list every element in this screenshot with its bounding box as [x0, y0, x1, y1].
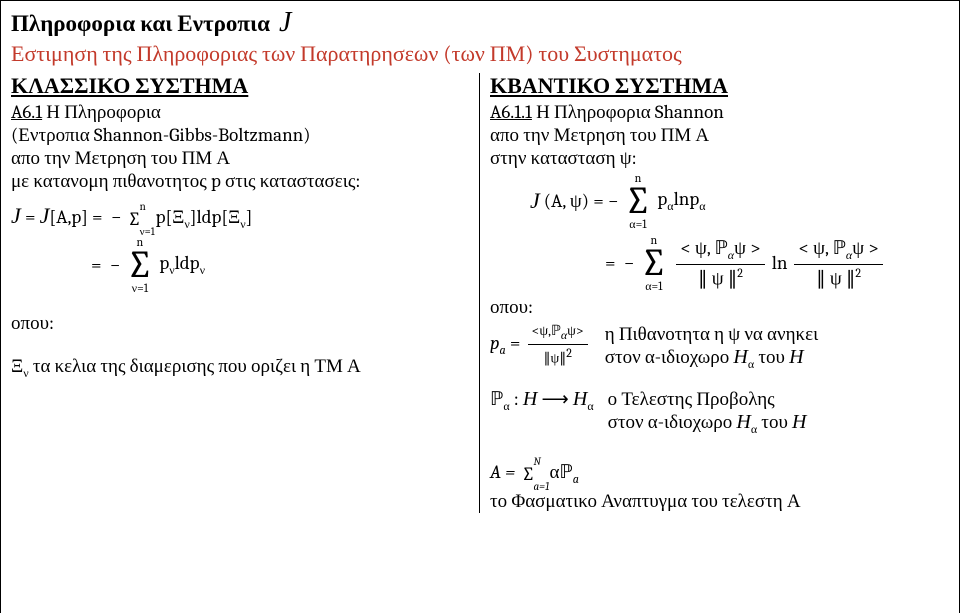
page-subtitle: Εστιμηση της Πληροφοριας των Παρατηρησεω…: [11, 41, 949, 67]
pln: pαlnpα: [657, 188, 705, 214]
right-opou: οπου:: [490, 296, 941, 319]
termA-3: ]: [246, 206, 253, 228]
right-line-b: στην κατασταση ψ:: [490, 147, 941, 170]
pa-def: pa = <ψ,ℙαψ> ∥ψ∥2: [490, 323, 591, 372]
columns: ΚΛΑΣΣΙΚΟ ΣΥΣΤΗΜΑ A6.1 Η Πληροφορια (Εντρ…: [11, 73, 949, 513]
big-sum-r1: n ∑ α=1: [624, 172, 651, 230]
equals-minus-r: = −: [605, 252, 634, 274]
left-line-a: (Εντροπια Shannon-Gibbs-Boltzmann): [11, 124, 471, 147]
left-lead-num: A6.1: [11, 101, 42, 123]
title-main: Πληροφορια και Εντροπια: [11, 10, 270, 37]
right-column: ΚΒΑΝΤΙΚΟ ΣΥΣΤΗΜΑ A6.1.1 Η Πληροφορια Sha…: [480, 73, 949, 513]
left-column: ΚΛΑΣΣΙΚΟ ΣΥΣΤΗΜΑ A6.1 Η Πληροφορια (Εντρ…: [11, 73, 480, 513]
right-eq-2: = − n ∑ α=1 < ψ, ℙαψ > ∥ ψ ∥2 ln < ψ, ℙα…: [605, 234, 941, 292]
jlabel: (A, ψ) = −: [544, 190, 619, 213]
inline-sum-A: ∑ N a=1: [521, 463, 534, 485]
pa-desc-2: στον α-ιδιοχωρο Hα του H: [605, 346, 819, 372]
j-symbol-2: J: [40, 203, 50, 228]
frac-1: < ψ, ℙαψ > ∥ ψ ∥2: [676, 238, 764, 289]
frac-2: < ψ, ℙαψ > ∥ ψ ∥2: [794, 238, 882, 289]
proj-def: ℙα : H ⟶ Hα: [490, 388, 594, 437]
left-xi-line: Ξν τα κελια της διαμερισης που οριζει η …: [11, 355, 471, 381]
right-heading: ΚΒΑΝΤΙΚΟ ΣΥΣΤΗΜΑ: [490, 73, 941, 99]
big-sum-left: n ∑ ν=1: [126, 236, 153, 294]
right-lead-text: Η Πληροφορια Shannon: [532, 101, 724, 123]
right-lead: A6.1.1 Η Πληροφορια Shannon: [490, 101, 941, 124]
termB: pνldpν: [159, 252, 205, 278]
right-lead-num: A6.1.1: [490, 101, 532, 123]
termA-1: p[Ξ: [156, 206, 185, 228]
termA-2: ]ldp[Ξ: [190, 206, 240, 228]
ln: ln: [772, 252, 788, 274]
left-line-b: απο την Μετρηση του ΠΜ Α: [11, 147, 471, 170]
title-symbol: J: [275, 7, 291, 38]
pa-desc: η Πιθανοτητα η ψ να ανηκει στον α-ιδιοχω…: [605, 323, 819, 372]
left-heading-text: ΚΛΑΣΣΙΚΟ ΣΥΣΤΗΜΑ: [11, 73, 248, 99]
right-pa-row: pa = <ψ,ℙαψ> ∥ψ∥2 η Πιθανοτητα η ψ να αν…: [490, 323, 941, 372]
frac-small: <ψ,ℙαψ> ∥ψ∥2: [528, 323, 588, 366]
page-frame: Πληροφορια και Εντροπια J Εστιμηση της Π…: [0, 0, 960, 613]
inline-sum-1: ∑ n ν=1: [128, 208, 141, 230]
right-final: το Φασματικο Αναπτυγμα του τελεστη Α: [490, 490, 941, 513]
right-proj-row: ℙα : H ⟶ Hα ο Τελεστης Προβολης στον α-ι…: [490, 388, 941, 437]
right-eq-1: J(A, ψ) = − n ∑ α=1 pαlnpα: [530, 172, 941, 230]
left-lead: A6.1 Η Πληροφορια: [11, 101, 471, 124]
proj-desc-2: στον α-ιδιοχωρο Hα του H: [608, 411, 807, 437]
right-A-eq: A = ∑ N a=1 αℙa: [490, 461, 941, 486]
left-heading: ΚΛΑΣΣΙΚΟ ΣΥΣΤΗΜΑ: [11, 73, 471, 99]
j-symbol: J: [11, 203, 21, 228]
left-lead-text: Η Πληροφορια: [42, 101, 161, 123]
left-line-c: με κατανομη πιθανοτητος p στις καταστασε…: [11, 170, 471, 193]
j-symbol-r: J: [530, 188, 540, 214]
left-eq-1: J = J[A,p] = − ∑ n ν=1 p[Ξν]ldp[Ξν]: [11, 203, 471, 232]
left-eq-2: = − n ∑ ν=1 pνldpν: [11, 236, 471, 294]
big-sum-r2: n ∑ α=1: [640, 234, 667, 292]
page-title: Πληροφορια και Εντροπια J: [11, 7, 949, 39]
equals-minus: = −: [91, 254, 120, 276]
right-heading-text: ΚΒΑΝΤΙΚΟ ΣΥΣΤΗΜΑ: [490, 73, 728, 99]
left-opou: οπου:: [11, 312, 471, 335]
proj-desc: ο Τελεστης Προβολης στον α-ιδιοχωρο Hα τ…: [608, 388, 807, 437]
right-line-a: απο την Μετρηση του ΠΜ Α: [490, 124, 941, 147]
